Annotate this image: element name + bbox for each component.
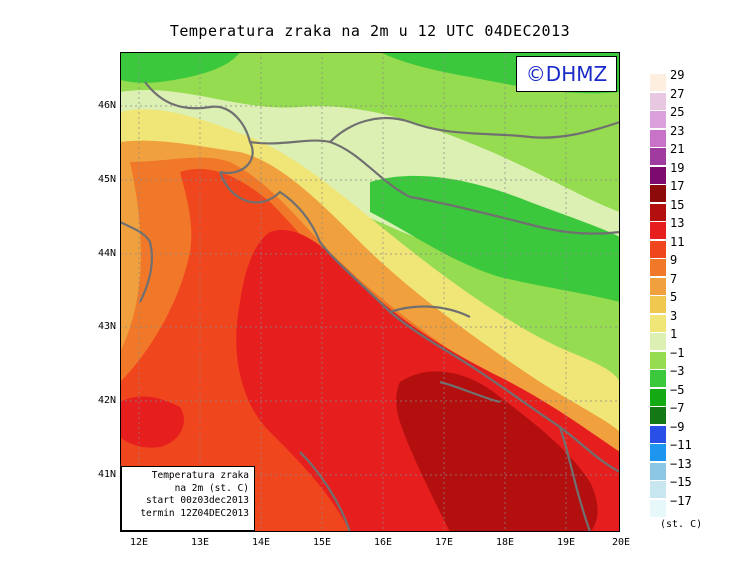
lon-label-20e: 20E	[611, 537, 631, 548]
colorbar-swatch	[650, 222, 666, 239]
colorbar-swatch	[650, 203, 666, 221]
colorbar-swatch	[650, 185, 666, 202]
colorbar-swatch	[650, 333, 666, 350]
temperature-band-green-ne	[370, 175, 620, 302]
colorbar-label: 1	[670, 327, 678, 341]
colorbar-swatch	[650, 111, 666, 128]
colorbar-label: 13	[670, 216, 685, 230]
colorbar-label: 19	[670, 160, 685, 175]
colorbar-swatch	[650, 148, 666, 165]
temperature-band-dark-red	[396, 371, 598, 532]
lon-label-19e: 19E	[556, 537, 576, 548]
info-line-4: termin 12Z04DEC2013	[140, 507, 249, 519]
colorbar-label: 23	[670, 123, 685, 138]
colorbar-label: −3	[670, 364, 685, 378]
colorbar-swatch	[650, 277, 666, 295]
colorbar-label: 21	[670, 142, 685, 156]
colorbar-label: 3	[670, 308, 678, 323]
colorbar-label: 5	[670, 290, 678, 304]
lon-label-18e: 18E	[495, 537, 515, 548]
map-title: Temperatura zraka na 2m u 12 UTC 04DEC20…	[169, 22, 571, 40]
colorbar-swatch	[650, 388, 666, 406]
colorbar-swatch	[650, 259, 666, 276]
colorbar-swatch	[650, 129, 666, 147]
colorbar-label: 15	[670, 197, 685, 212]
info-box: Temperatura zraka na 2m (st. C) start 00…	[121, 466, 255, 531]
lon-label-14e: 14E	[251, 537, 271, 548]
colorbar-label: −13	[670, 456, 692, 471]
colorbar-label: 29	[670, 68, 685, 82]
colorbar-swatch	[650, 351, 666, 369]
colorbar-label: −15	[670, 475, 692, 489]
lon-label-16e: 16E	[373, 537, 393, 548]
lon-label-15e: 15E	[312, 537, 332, 548]
colorbar-swatch	[650, 92, 666, 110]
colorbar-swatch	[650, 370, 666, 387]
colorbar-label: 27	[670, 86, 685, 101]
dhmz-logo: ©DHMZ	[516, 56, 617, 92]
colorbar-label: −9	[670, 419, 685, 434]
coastline-borders	[120, 81, 620, 532]
lon-label-17e: 17E	[434, 537, 454, 548]
temperature-map	[120, 52, 620, 532]
colorbar-unit: (st. C)	[660, 519, 703, 530]
temperature-band-west-red	[120, 396, 184, 448]
colorbar-label: −5	[670, 382, 685, 397]
map-frame	[120, 52, 620, 532]
colorbar-label: −11	[670, 438, 692, 452]
temperature-band-green-n	[120, 52, 240, 83]
lat-label-43n: 43N	[97, 321, 116, 332]
colorbar-swatch	[650, 481, 666, 498]
colorbar-label: −7	[670, 401, 685, 415]
colorbar-swatch	[650, 499, 666, 517]
colorbar-label: 7	[670, 271, 678, 286]
colorbar-label: −1	[670, 345, 685, 360]
colorbar-swatch	[650, 296, 666, 313]
colorbar-label: 9	[670, 253, 678, 267]
colorbar-label: 17	[670, 179, 685, 193]
info-line-3: start 00z03dec2013	[146, 495, 249, 506]
lat-label-41n: 41N	[97, 469, 116, 480]
lon-label-12e: 12E	[129, 537, 149, 548]
colorbar-swatch	[650, 407, 666, 424]
colorbar-label: −17	[670, 493, 692, 508]
colorbar-swatch	[650, 444, 666, 461]
lon-label-13e: 13E	[190, 537, 210, 548]
colorbar-swatch	[650, 240, 666, 258]
lat-label-46n: 46N	[97, 100, 116, 111]
lat-label-45n: 45N	[97, 174, 116, 185]
colorbar-swatch	[650, 166, 666, 184]
colorbar-label: 25	[670, 105, 685, 119]
colorbar-swatch	[650, 425, 666, 443]
lat-label-44n: 44N	[97, 248, 116, 259]
colorbar-label: 11	[670, 234, 685, 249]
colorbar-swatch	[650, 314, 666, 332]
lat-label-42n: 42N	[97, 395, 116, 406]
map-gridlines	[120, 52, 620, 532]
info-line-2: na 2m (st. C)	[174, 482, 249, 494]
info-line-1: Temperatura zraka	[151, 470, 249, 481]
colorbar-swatch	[650, 74, 666, 91]
colorbar-swatch	[650, 462, 666, 480]
